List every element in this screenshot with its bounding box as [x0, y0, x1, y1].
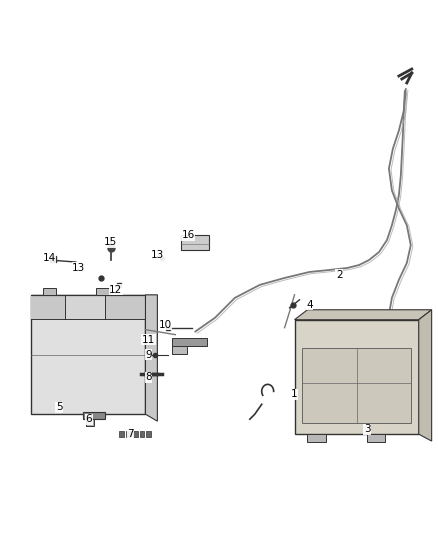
Bar	[86, 419, 94, 426]
Text: 15: 15	[104, 237, 117, 247]
Bar	[146, 431, 152, 437]
Bar	[302, 349, 411, 423]
Text: 2: 2	[336, 270, 343, 280]
Text: 11: 11	[142, 335, 155, 345]
Text: 1: 1	[291, 389, 298, 399]
Bar	[172, 345, 187, 353]
Text: 4: 4	[306, 300, 313, 310]
Text: 3: 3	[364, 424, 371, 434]
Text: 13: 13	[72, 263, 85, 273]
Text: 7: 7	[127, 429, 134, 439]
Bar	[133, 431, 138, 437]
Text: 13: 13	[151, 250, 164, 260]
Bar	[172, 337, 207, 345]
Bar	[307, 434, 325, 442]
Text: 10: 10	[159, 320, 172, 330]
Polygon shape	[145, 295, 157, 421]
Polygon shape	[294, 310, 431, 320]
Polygon shape	[419, 310, 431, 441]
Bar	[106, 295, 145, 319]
Bar	[31, 295, 65, 319]
Text: 6: 6	[85, 414, 92, 424]
Text: 16: 16	[182, 230, 195, 240]
Text: 14: 14	[42, 253, 56, 263]
Bar	[367, 434, 385, 442]
Bar	[126, 431, 131, 437]
Text: 9: 9	[145, 350, 152, 360]
Bar	[119, 431, 124, 437]
Bar	[181, 235, 209, 250]
Bar	[294, 320, 419, 434]
Bar	[65, 295, 106, 319]
Bar	[31, 295, 145, 414]
Bar	[140, 431, 145, 437]
Bar	[83, 412, 105, 419]
Text: 8: 8	[145, 373, 152, 382]
Text: 12: 12	[109, 285, 122, 295]
Bar	[42, 288, 57, 295]
Bar	[96, 288, 110, 295]
Text: 5: 5	[56, 402, 62, 412]
